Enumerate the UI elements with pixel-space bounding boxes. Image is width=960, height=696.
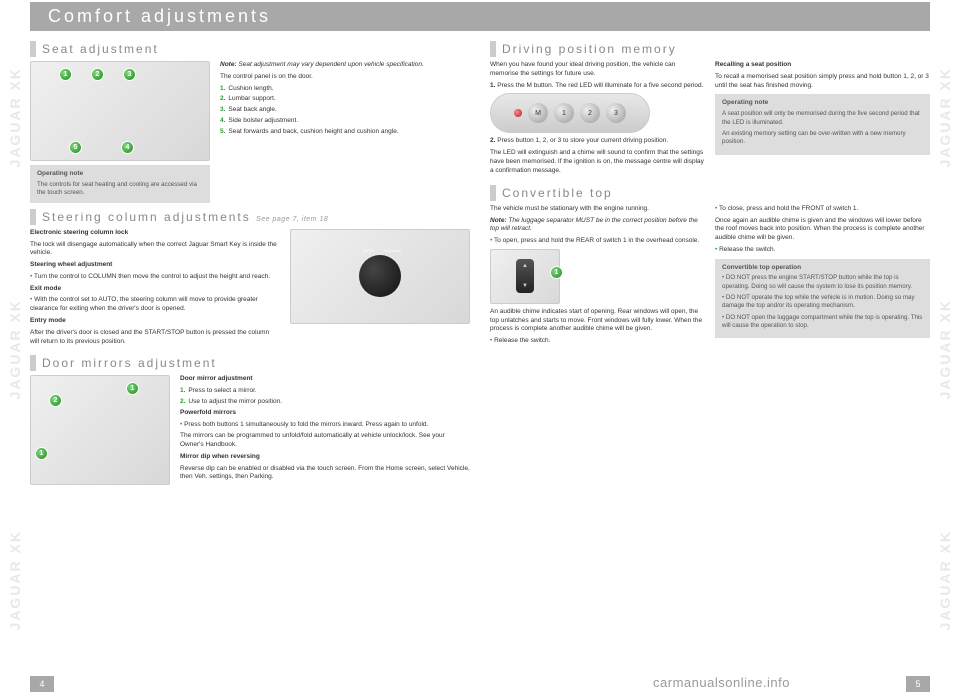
right-page: Driving position memory When you have fo… [490,37,930,491]
section-seat-title: Seat adjustment [30,41,470,57]
callout-3: 3 [123,68,136,81]
page-title: Comfort adjustments [30,2,930,31]
watermark-left: JAGUAR XK JAGUAR XK JAGUAR XK [0,2,30,696]
seat-illustration: 1 2 3 4 5 [30,61,210,161]
watermark-right: JAGUAR XK JAGUAR XK JAGUAR XK [930,2,960,696]
callout-5: 5 [69,141,82,154]
footer: 4 5 [30,676,930,692]
mirror-illustration: 1 2 1 [30,375,170,485]
mirror-callout-2: 2 [49,394,62,407]
memory-operating-note: Operating note A seat position will only… [715,94,930,154]
page-num-right: 5 [906,676,930,692]
steering-illustration: AUTO COLUMN [290,229,470,324]
callout-1: 1 [59,68,72,81]
convertible-switch-illustration: ▲ ▼ 1 [490,249,560,304]
seat-operating-note: Operating note The controls for seat hea… [30,165,210,202]
memory-illustration: M 1 2 3 [490,93,650,133]
left-page: Seat adjustment 1 2 3 4 5 Operating note… [30,37,470,491]
content: Seat adjustment 1 2 3 4 5 Operating note… [30,37,930,491]
mirror-callout-1b: 1 [35,447,48,460]
section-mirrors-title: Door mirrors adjustment [30,355,470,371]
callout-4: 4 [121,141,134,154]
page-num-left: 4 [30,676,54,692]
section-steering-title: Steering column adjustments See page 7, … [30,209,470,225]
section-convertible-title: Convertible top [490,185,930,201]
convertible-operation-note: Convertible top operation DO NOT press t… [715,259,930,339]
conv-callout-1: 1 [550,266,563,279]
mirror-callout-1a: 1 [126,382,139,395]
callout-2: 2 [91,68,104,81]
site-stamp: carmanualsonline.info [653,675,790,690]
section-memory-title: Driving position memory [490,41,930,57]
